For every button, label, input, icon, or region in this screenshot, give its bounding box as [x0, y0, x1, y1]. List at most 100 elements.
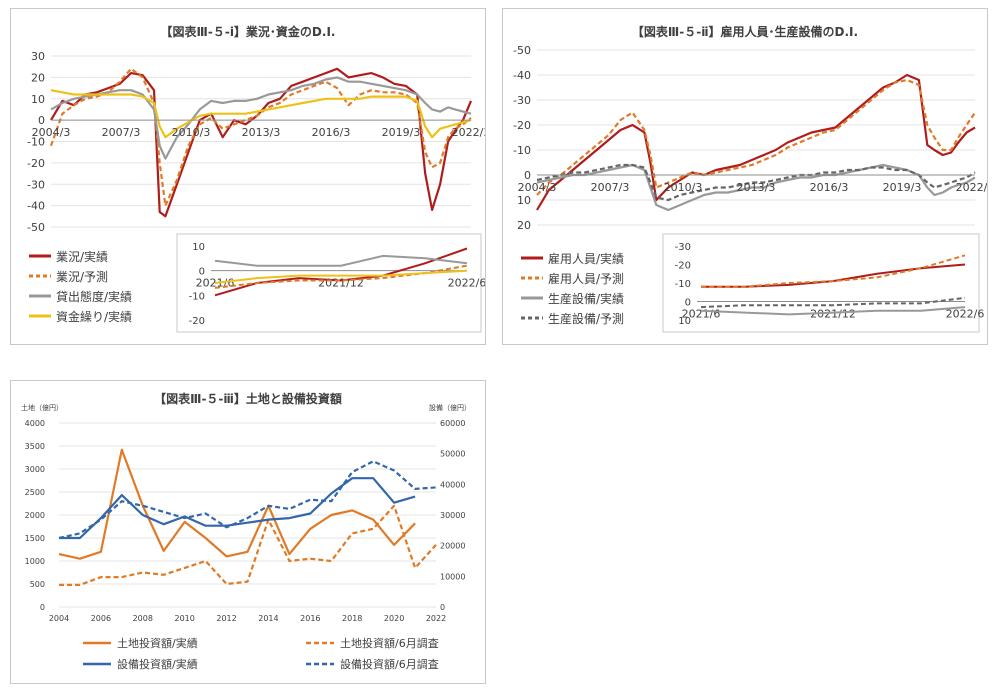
x-tick-label: 2016/3 — [810, 181, 849, 194]
x-tick-label: 2013/3 — [737, 181, 776, 194]
y-tick-label: 0 — [524, 169, 531, 182]
y-tick-label: -30 — [27, 178, 45, 191]
inset-series-line-資金繰り-実績 — [214, 269, 468, 284]
y-tick-label: -40 — [513, 69, 531, 82]
legend-label: 雇用人員/予測 — [548, 271, 624, 286]
y-right-tick-label: 40000 — [440, 480, 465, 489]
series-line-業況-予測 — [49, 67, 472, 207]
y-tick-label: -20 — [27, 157, 45, 170]
x-tick-label: 2016/3 — [312, 126, 351, 139]
chart-business-funds-di: 【図表Ⅲ-５-ⅰ】業況･資金のD.I. 30 20 10 0 -10 -20 -30 -40 -… — [27, 24, 490, 333]
y-tick-label: -10 — [27, 136, 45, 149]
x-tick-label: 2022 — [426, 614, 446, 623]
y-right-tick-label: 60000 — [440, 419, 465, 428]
inset-y-tick-label: -10 — [675, 279, 691, 290]
y-right-tick-label: 10000 — [440, 572, 465, 581]
legend-label: 生産設備/予測 — [548, 311, 624, 326]
x-tick-label: 2019/3 — [883, 181, 922, 194]
legend-label: 業況/予測 — [56, 269, 108, 284]
inset-y-tick-label: 10 — [192, 242, 205, 253]
legend-label: 生産設備/実績 — [548, 291, 624, 306]
y-left-tick-label: 2500 — [25, 488, 45, 497]
x-tick-label: 2004/3 — [518, 181, 557, 194]
left-axis-label: 土地（億円） — [21, 403, 63, 412]
y-tick-label: -20 — [513, 119, 531, 132]
y-tick-label: -50 — [27, 221, 45, 234]
series-line-生産設備-予測 — [536, 163, 976, 202]
legend-label: 貸出態度/実績 — [56, 289, 132, 304]
x-tick-label: 2022/3 — [452, 126, 485, 139]
inset-series-line-貸出態度-実績 — [214, 254, 468, 267]
x-tick-label: 2006 — [91, 614, 111, 623]
x-tick-label: 2020 — [384, 614, 404, 623]
x-tick-label: 2018 — [342, 614, 362, 623]
legend-label: 雇用人員/実績 — [548, 251, 624, 266]
y-left-tick-label: 3000 — [25, 465, 45, 474]
inset-series-line-生産設備-実績 — [700, 306, 966, 316]
inset-y-tick-label: 10 — [678, 316, 691, 327]
inset-x-tick-label: 2021/12 — [810, 308, 856, 321]
y-left-tick-label: 2000 — [25, 511, 45, 520]
y-right-tick-label: 0 — [440, 603, 445, 612]
legend-label: 設備投資額/6月調査 — [340, 657, 439, 671]
x-tick-label: 2016 — [300, 614, 320, 623]
y-tick-label: 0 — [38, 114, 45, 127]
x-tick-label: 2010/3 — [172, 126, 211, 139]
x-tick-label: 2010/3 — [664, 181, 703, 194]
inset-y-tick-label: -10 — [189, 291, 205, 302]
chart-panel-investment: 【図表Ⅲ-５-ⅲ】土地と設備投資額 土地（億円） 設備（億円） 0 500 1000… — [10, 380, 486, 684]
inset-series-line-生産設備-予測 — [700, 296, 966, 309]
legend-label: 土地投資額/実績 — [117, 636, 198, 650]
y-left-tick-label: 1500 — [25, 534, 45, 543]
inset-x-tick-label: 2021/6 — [682, 308, 721, 321]
chart-land-equipment-investment: 【図表Ⅲ-５-ⅲ】土地と設備投資額 土地（億円） 設備（億円） 0 500 1000… — [21, 391, 471, 671]
legend-label: 資金繰り/実績 — [56, 309, 132, 324]
y-right-tick-label: 50000 — [440, 450, 465, 459]
x-tick-label: 2007/3 — [102, 126, 141, 139]
inset-y-tick-label: 0 — [685, 298, 691, 309]
legend-label: 設備投資額/実績 — [117, 657, 198, 671]
y-tick-label: 20 — [31, 71, 45, 84]
series-line-貸出態度-実績 — [50, 76, 472, 160]
x-tick-label: 2010 — [174, 614, 194, 623]
y-tick-label: 30 — [31, 50, 45, 63]
inset-y-tick-label: 0 — [199, 267, 205, 278]
x-tick-label: 2022/3 — [956, 181, 987, 194]
inset-series-line-雇用人員-予測 — [701, 254, 966, 288]
series-line-生産設備-実績 — [536, 163, 976, 212]
y-tick-label: -40 — [27, 200, 45, 213]
x-tick-label: 2019/3 — [382, 126, 421, 139]
y-left-tick-label: 500 — [30, 580, 45, 589]
chart-title: 【図表Ⅲ-５-ⅱ】雇用人員･生産設備のD.I. — [632, 24, 858, 39]
chart-title: 【図表Ⅲ-５-ⅰ】業況･資金のD.I. — [161, 24, 336, 39]
y-left-tick-label: 0 — [40, 603, 45, 612]
y-left-tick-label: 4000 — [25, 419, 45, 428]
chart-employment-equipment-di: 【図表Ⅲ-５-ⅱ】雇用人員･生産設備のD.I. -50 -40 -30 -20 -10 0… — [513, 24, 994, 333]
x-tick-label: 2014 — [258, 614, 278, 623]
y-left-tick-label: 1000 — [25, 557, 45, 566]
x-tick-label: 2008 — [133, 614, 153, 623]
y-right-tick-label: 30000 — [440, 511, 465, 520]
series-line-土地投資額-実績 — [58, 448, 416, 560]
series-line-設備投資額-実績 — [59, 477, 416, 540]
chart-title: 【図表Ⅲ-５-ⅲ】土地と設備投資額 — [154, 391, 342, 406]
chart-panel-business: 【図表Ⅲ-５-ⅰ】業況･資金のD.I. 30 20 10 0 -10 -20 -30 -40 -… — [10, 8, 490, 345]
right-axis-label: 設備（億円） — [429, 403, 471, 412]
inset-x-tick-label: 2022/6 — [448, 277, 485, 290]
series-line-雇用人員-予測 — [536, 78, 976, 196]
inset-y-tick-label: -20 — [675, 261, 691, 272]
y-tick-label: 10 — [517, 194, 531, 207]
y-left-tick-label: 3500 — [25, 442, 45, 451]
y-tick-label: -50 — [513, 44, 531, 57]
x-tick-label: 2012 — [216, 614, 236, 623]
chart-panel-employment: 【図表Ⅲ-５-ⅱ】雇用人員･生産設備のD.I. -50 -40 -30 -20 -10 0… — [502, 8, 994, 345]
series-line-土地投資額-6月調査 — [59, 504, 437, 586]
series-line-業況-実績 — [50, 67, 473, 218]
series-line-資金繰り-実績 — [50, 89, 472, 139]
y-right-tick-label: 20000 — [440, 542, 465, 551]
x-tick-label: 2007/3 — [591, 181, 630, 194]
inset-y-tick-label: -20 — [189, 316, 205, 327]
series-line-設備投資額-6月調査 — [58, 460, 437, 540]
